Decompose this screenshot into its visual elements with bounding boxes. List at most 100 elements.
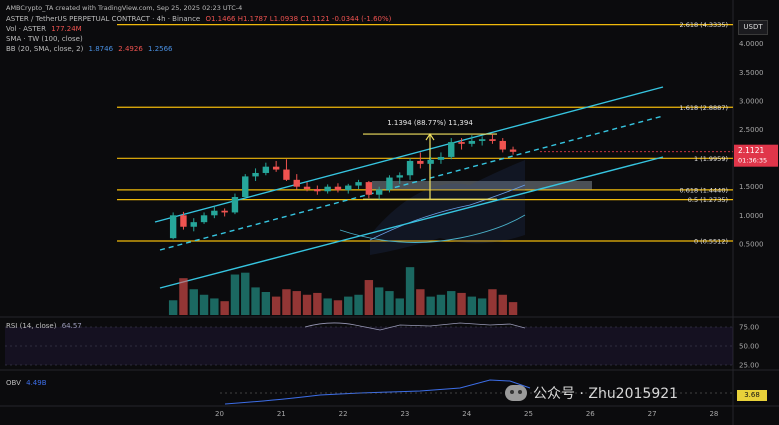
last-price-value: 2.1121 — [738, 146, 764, 155]
wechat-icon — [505, 385, 527, 401]
volume-bar — [385, 291, 394, 315]
rsi-label: RSI (14, close) — [6, 322, 57, 330]
volume-bar — [261, 292, 271, 315]
candle-body — [303, 186, 311, 189]
symbol-title: ASTER / TetherUS PERPETUAL CONTRACT · 4h… — [6, 15, 201, 23]
fib-level-label: 2.618 (4.3335) — [680, 21, 729, 29]
candle-body — [190, 222, 197, 227]
volume-bar — [488, 289, 497, 315]
sma-line — [339, 214, 526, 243]
price-axis-tick: 3.5000 — [739, 69, 764, 77]
candle-body — [314, 188, 321, 192]
symbol-line: ASTER / TetherUS PERPETUAL CONTRACT · 4h… — [6, 15, 391, 24]
created-by-line: AMBCrypto_TA created with TradingView.co… — [6, 4, 243, 12]
date-axis-tick: 27 — [648, 410, 657, 418]
volume-bar — [477, 298, 487, 315]
volume-bar — [302, 294, 312, 315]
candle-body — [180, 215, 187, 227]
rsi-axis-tick: 75.00 — [739, 324, 759, 332]
candle-body — [499, 140, 506, 150]
candle-body — [231, 196, 239, 213]
volume-bar — [508, 302, 518, 315]
volume-bar — [405, 267, 415, 315]
obv-value: 4.49B — [26, 379, 47, 387]
volume-bar — [498, 294, 507, 315]
volume-bar — [220, 301, 229, 315]
fib-level-label: 1 (1.9959) — [694, 155, 728, 163]
watermark: 公众号 · Zhu2015921 — [505, 383, 678, 403]
bb-basis: 1.8746 — [88, 45, 114, 53]
candle-body — [293, 179, 300, 187]
candle-body — [211, 210, 218, 216]
bollinger-basis-line — [369, 184, 526, 241]
rsi-legend: RSI (14, close) 64.57 — [6, 322, 82, 331]
date-axis-tick: 20 — [215, 410, 224, 418]
price-axis-tick: 3.0000 — [739, 97, 764, 105]
obv-label: OBV — [6, 379, 21, 387]
fib-level-label: 0.618 (1.4440) — [680, 186, 729, 194]
fib-level-label: 0 (0.5512) — [694, 237, 728, 245]
volume-bar — [210, 298, 219, 315]
volume-bar — [395, 298, 404, 315]
price-axis-tick: 1.0000 — [739, 212, 764, 220]
volume-bar — [251, 287, 260, 315]
candle-body — [200, 215, 208, 223]
candle-body — [355, 182, 362, 186]
volume-bar — [168, 300, 178, 315]
price-countdown: 01:36:35 — [738, 157, 767, 165]
demand-zone — [372, 180, 592, 190]
sma-legend: SMA · TW (100, close) — [6, 35, 83, 43]
candle-body — [324, 186, 331, 192]
channel-mid-line — [159, 115, 664, 251]
volume-bar — [467, 296, 477, 315]
volume-bar — [426, 296, 435, 315]
volume-bar — [230, 274, 240, 315]
obv-line — [224, 379, 531, 405]
volume-bar — [313, 292, 322, 315]
volume-value: 177.24M — [51, 25, 82, 33]
bb-upper: 2.4926 — [118, 45, 143, 53]
volume-bar — [333, 300, 343, 315]
candle-body — [509, 149, 517, 152]
date-axis-tick: 22 — [339, 410, 348, 418]
volume-bar — [241, 272, 250, 315]
volume-bar — [292, 291, 301, 315]
candle-body — [365, 182, 373, 195]
candle-body — [406, 160, 414, 176]
candle-body — [468, 140, 476, 144]
price-axis-tick: 1.5000 — [739, 183, 764, 191]
bb-legend: BB (20, SMA, close, 2) 1.8746 2.4926 1.2… — [6, 45, 173, 54]
bb-lower: 1.2566 — [148, 45, 173, 53]
candle-body — [427, 159, 434, 164]
candle-body — [458, 142, 465, 144]
volume-label: Vol · ASTER — [6, 25, 46, 33]
candle-body — [169, 215, 177, 239]
obv-value-tag: 3.68 — [737, 390, 767, 401]
bb-label: BB (20, SMA, close, 2) — [6, 45, 84, 53]
candle-body — [448, 142, 455, 157]
candle-body — [396, 175, 403, 178]
candle-body — [242, 176, 249, 197]
rsi-band — [5, 327, 733, 365]
watermark-text: 公众号 · Zhu2015921 — [533, 386, 679, 402]
date-axis-tick: 28 — [709, 410, 718, 418]
volume-bar — [189, 289, 198, 315]
volume-legend: Vol · ASTER 177.24M — [6, 25, 82, 34]
candle-body — [478, 139, 486, 141]
volume-bar — [457, 292, 466, 315]
rsi-axis-tick: 25.00 — [739, 362, 759, 370]
candle-body — [489, 139, 496, 141]
candle-body — [262, 166, 270, 173]
candle-body — [417, 160, 424, 164]
channel-lower-line — [159, 156, 664, 289]
measure-label: 1.1394 (88.77%) 11,394 — [387, 119, 473, 127]
currency-selector[interactable]: USDT — [738, 20, 768, 35]
candle-body — [221, 210, 228, 213]
candle-body — [252, 172, 259, 177]
candle-body — [272, 166, 280, 170]
rsi-axis-tick: 50.00 — [739, 343, 759, 351]
fib-level-label: 0.5 (1.2735) — [688, 196, 728, 204]
candle-body — [283, 169, 290, 180]
